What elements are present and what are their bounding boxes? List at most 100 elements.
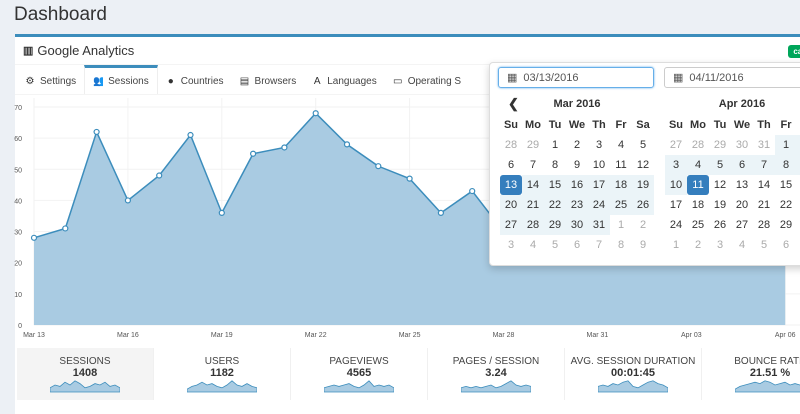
- calendar-day[interactable]: 28: [691, 139, 705, 151]
- calendar-day[interactable]: 6: [573, 239, 581, 251]
- data-point[interactable]: [469, 187, 476, 195]
- calendar-day[interactable]: 10: [665, 175, 687, 195]
- calendar-day[interactable]: 10: [592, 159, 606, 171]
- calendar-day[interactable]: 7: [529, 159, 537, 171]
- calendar-day[interactable]: 15: [779, 179, 793, 191]
- calendar-day[interactable]: 17: [588, 175, 610, 195]
- end-date-input[interactable]: ▦ 04/11/2016: [664, 67, 800, 88]
- data-point[interactable]: [375, 163, 382, 170]
- calendar-day[interactable]: 5: [551, 239, 559, 251]
- calendar-day[interactable]: 8: [551, 159, 559, 171]
- calendar-day[interactable]: 5: [760, 239, 768, 251]
- calendar-day[interactable]: 19: [632, 175, 654, 195]
- calendar-day[interactable]: 15: [544, 175, 566, 195]
- cache-badge[interactable]: cache: [788, 45, 800, 58]
- calendar-day[interactable]: 26: [632, 195, 654, 215]
- calendar-day[interactable]: 17: [669, 199, 683, 211]
- calendar-day[interactable]: 4: [738, 239, 746, 251]
- tab-settings[interactable]: ⚙ Settings: [25, 75, 77, 87]
- calendar-day[interactable]: 25: [610, 195, 632, 215]
- calendar-day[interactable]: 21: [522, 195, 544, 215]
- calendar-day[interactable]: 3: [716, 239, 724, 251]
- calendar-day[interactable]: 29: [779, 219, 793, 231]
- prev-month-chevron-icon[interactable]: ❮: [508, 96, 519, 111]
- calendar-day[interactable]: 14: [757, 179, 771, 191]
- calendar-day[interactable]: 1: [551, 139, 559, 151]
- calendar-day[interactable]: 11: [615, 159, 627, 171]
- calendar-day[interactable]: 6: [782, 239, 790, 251]
- data-point[interactable]: [187, 131, 194, 139]
- stat-pages-session[interactable]: PAGES / SESSION 3.24: [428, 348, 565, 400]
- stat-users[interactable]: USERS 1182: [154, 348, 291, 400]
- calendar-day[interactable]: 27: [669, 139, 683, 151]
- calendar-day[interactable]: 6: [731, 155, 753, 175]
- calendar-day[interactable]: 28: [757, 219, 771, 231]
- calendar-day[interactable]: 29: [713, 139, 727, 151]
- calendar-day[interactable]: 12: [636, 159, 650, 171]
- calendar-day[interactable]: 31: [588, 215, 610, 235]
- calendar-day[interactable]: 24: [588, 195, 610, 215]
- calendar-day[interactable]: 2: [573, 139, 581, 151]
- calendar-day[interactable]: 18: [610, 175, 632, 195]
- calendar-day[interactable]: 20: [735, 199, 749, 211]
- calendar-day[interactable]: 22: [544, 195, 566, 215]
- calendar-day[interactable]: 18: [691, 199, 705, 211]
- tab-browsers[interactable]: ▤ Browsers: [239, 75, 297, 87]
- calendar-day[interactable]: 3: [665, 155, 687, 175]
- calendar-day[interactable]: 20: [500, 195, 522, 215]
- start-date-input[interactable]: ▦ 03/13/2016: [498, 67, 654, 88]
- calendar-day[interactable]: 4: [617, 139, 625, 151]
- calendar-day[interactable]: 27: [735, 219, 749, 231]
- calendar-day[interactable]: 29: [526, 139, 540, 151]
- calendar-day[interactable]: 3: [507, 239, 515, 251]
- calendar-day[interactable]: 8: [617, 239, 625, 251]
- data-point[interactable]: [312, 110, 319, 117]
- calendar-day[interactable]: 22: [779, 199, 793, 211]
- data-point[interactable]: [343, 141, 351, 148]
- calendar-day[interactable]: 5: [709, 155, 731, 175]
- data-point[interactable]: [156, 172, 163, 179]
- stat-avg-session-duration[interactable]: AVG. SESSION DURATION 00:01:45: [565, 348, 702, 400]
- data-point[interactable]: [406, 175, 413, 182]
- data-point[interactable]: [30, 234, 38, 241]
- data-point[interactable]: [62, 225, 69, 232]
- calendar-day[interactable]: 2: [694, 239, 702, 251]
- calendar-day[interactable]: 1: [617, 219, 625, 231]
- stat-sessions[interactable]: SESSIONS 1408: [17, 348, 154, 400]
- data-point[interactable]: [218, 209, 225, 216]
- calendar-day[interactable]: 4: [687, 155, 709, 175]
- calendar-day[interactable]: 30: [735, 139, 749, 151]
- calendar-day[interactable]: 9: [573, 159, 581, 171]
- calendar-day[interactable]: 1: [672, 239, 680, 251]
- calendar-day[interactable]: 28: [522, 215, 544, 235]
- calendar-day[interactable]: 1: [775, 135, 797, 155]
- calendar-day[interactable]: 21: [757, 199, 771, 211]
- calendar-day[interactable]: 14: [522, 175, 544, 195]
- calendar-day[interactable]: 26: [713, 219, 727, 231]
- calendar-day[interactable]: 11: [687, 175, 709, 195]
- calendar-day[interactable]: 12: [713, 179, 727, 191]
- calendar-day[interactable]: 23: [566, 195, 588, 215]
- calendar-day[interactable]: 5: [639, 139, 647, 151]
- calendar-day[interactable]: 31: [757, 139, 771, 151]
- calendar-day[interactable]: 6: [507, 159, 515, 171]
- data-point[interactable]: [437, 209, 444, 216]
- calendar-day[interactable]: 2: [797, 135, 800, 155]
- stat-pageviews[interactable]: PAGEVIEWS 4565: [291, 348, 428, 400]
- calendar-day[interactable]: 30: [566, 215, 588, 235]
- tab-sessions[interactable]: 👥 Sessions: [84, 65, 158, 94]
- data-point[interactable]: [281, 144, 288, 151]
- tab-countries[interactable]: ● Countries: [167, 75, 224, 87]
- calendar-day[interactable]: 3: [595, 139, 603, 151]
- calendar-day[interactable]: 27: [500, 215, 522, 235]
- calendar-day[interactable]: 13: [735, 179, 749, 191]
- calendar-day[interactable]: 19: [713, 199, 727, 211]
- calendar-day[interactable]: 13: [500, 175, 522, 195]
- calendar-day[interactable]: 8: [775, 155, 797, 175]
- calendar-day[interactable]: 25: [691, 219, 705, 231]
- tab-languages[interactable]: A Languages: [313, 75, 377, 87]
- calendar-day[interactable]: 24: [669, 219, 683, 231]
- calendar-day[interactable]: 28: [504, 139, 518, 151]
- data-point[interactable]: [93, 128, 100, 136]
- calendar-day[interactable]: 29: [544, 215, 566, 235]
